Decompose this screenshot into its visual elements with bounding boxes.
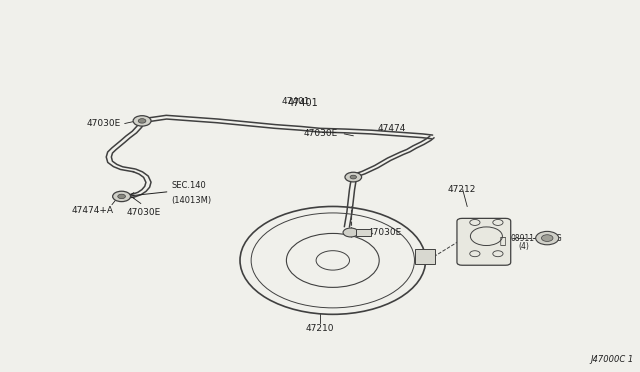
Text: 47474+A: 47474+A (72, 206, 114, 215)
Text: (14013M): (14013M) (172, 196, 212, 205)
Text: 47212: 47212 (448, 185, 476, 194)
Text: 47030E: 47030E (304, 129, 339, 138)
Circle shape (350, 175, 356, 179)
Circle shape (133, 116, 151, 126)
Text: 47030E: 47030E (368, 228, 403, 237)
FancyBboxPatch shape (415, 249, 435, 264)
Text: J47000C 1: J47000C 1 (590, 355, 634, 364)
FancyBboxPatch shape (356, 229, 371, 236)
Text: SEC.140: SEC.140 (172, 181, 206, 190)
Text: 47030E: 47030E (86, 119, 121, 128)
Circle shape (345, 172, 362, 182)
Circle shape (343, 228, 358, 237)
FancyBboxPatch shape (457, 218, 511, 265)
Text: 47401: 47401 (288, 98, 319, 108)
Text: (4): (4) (518, 242, 529, 251)
Circle shape (113, 191, 131, 202)
Text: 47210: 47210 (306, 324, 334, 333)
Text: 47474: 47474 (378, 124, 406, 133)
Text: 47030E: 47030E (127, 208, 161, 217)
Text: Ⓝ: Ⓝ (499, 235, 506, 245)
Circle shape (541, 235, 553, 241)
Text: 47401: 47401 (282, 97, 310, 106)
Text: 08911-1081G: 08911-1081G (510, 234, 562, 243)
Circle shape (118, 194, 125, 199)
Circle shape (138, 119, 146, 123)
Circle shape (536, 231, 559, 245)
